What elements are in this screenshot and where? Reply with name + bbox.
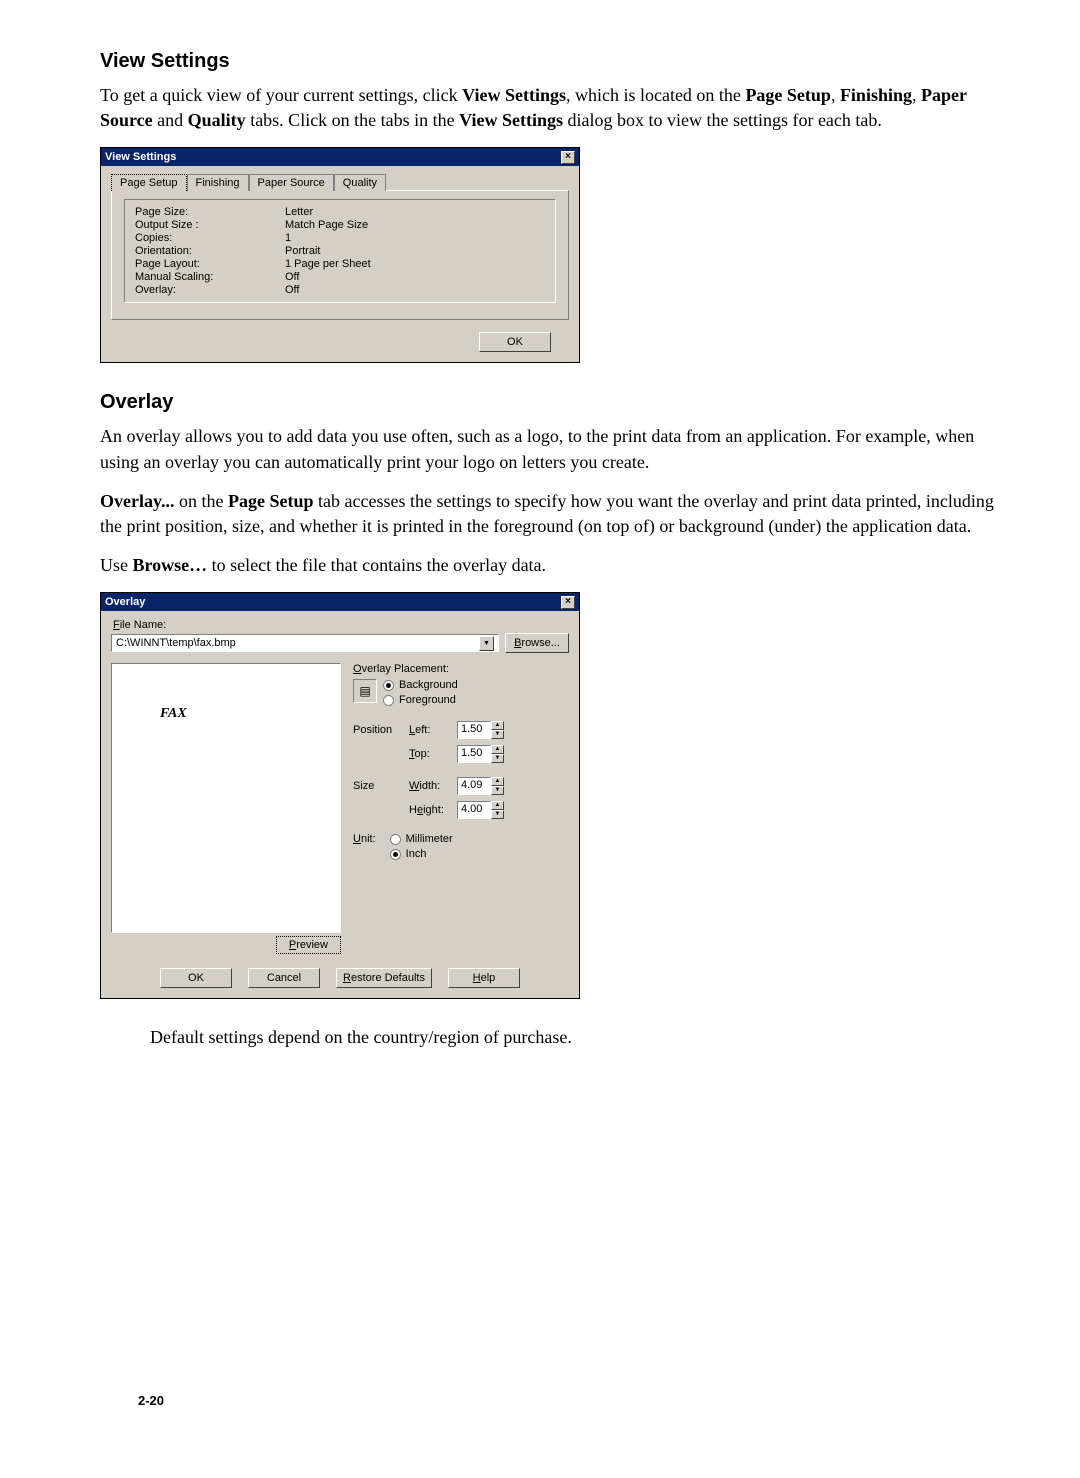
- file-name-field[interactable]: C:\WINNT\temp\fax.bmp: [111, 634, 499, 652]
- page-number: 2-20: [138, 1393, 164, 1408]
- radio-foreground[interactable]: Foreground: [383, 694, 458, 706]
- radio-icon: [390, 849, 401, 860]
- ok-button[interactable]: OK: [479, 332, 551, 352]
- file-path-text: C:\WINNT\temp\fax.bmp: [116, 637, 236, 649]
- tab-page-setup[interactable]: Page Setup: [111, 174, 187, 191]
- left-value: 1.50: [457, 721, 491, 739]
- radio-label: Millimeter: [406, 833, 453, 845]
- settings-grid: Page Size:Letter Output Size :Match Page…: [135, 206, 545, 296]
- dropdown-arrow-icon[interactable]: [479, 636, 494, 651]
- setting-value: Off: [285, 271, 545, 283]
- setting-label: Manual Scaling:: [135, 271, 285, 283]
- footnote-text: Default settings depend on the country/r…: [150, 1027, 1000, 1048]
- close-icon[interactable]: ×: [561, 596, 575, 609]
- unit-label: Unit:: [353, 833, 376, 845]
- overlay-para2: Overlay... on the Page Setup tab accesse…: [100, 489, 1000, 539]
- tab-paper-source[interactable]: Paper Source: [249, 174, 334, 191]
- view-settings-dialog: View Settings × Page Setup Finishing Pap…: [100, 147, 580, 363]
- spin-up-icon[interactable]: ▲: [491, 745, 504, 754]
- ok-button[interactable]: OK: [160, 968, 232, 988]
- radio-icon: [383, 695, 394, 706]
- dialog-titlebar: View Settings ×: [101, 148, 579, 166]
- height-value: 4.00: [457, 801, 491, 819]
- radio-label: Inch: [406, 848, 427, 860]
- setting-label: Copies:: [135, 232, 285, 244]
- preview-fax-text: FAX: [160, 706, 187, 722]
- tabs-row: Page Setup Finishing Paper Source Qualit…: [111, 174, 569, 191]
- setting-value: Portrait: [285, 245, 545, 257]
- tab-finishing[interactable]: Finishing: [187, 174, 249, 191]
- restore-defaults-button[interactable]: Restore Defaults: [336, 968, 432, 988]
- top-value: 1.50: [457, 745, 491, 763]
- dialog-title: Overlay: [105, 596, 145, 608]
- width-value: 4.09: [457, 777, 491, 795]
- setting-label: Output Size :: [135, 219, 285, 231]
- position-label: Position: [353, 724, 409, 736]
- spin-up-icon[interactable]: ▲: [491, 801, 504, 810]
- cancel-button[interactable]: Cancel: [248, 968, 320, 988]
- width-label: Width:: [409, 780, 457, 792]
- radio-label: Background: [399, 679, 458, 691]
- setting-label: Orientation:: [135, 245, 285, 257]
- setting-value: 1 Page per Sheet: [285, 258, 545, 270]
- radio-icon: [383, 680, 394, 691]
- radio-label: Foreground: [399, 694, 456, 706]
- left-spinner[interactable]: 1.50 ▲▼: [457, 721, 509, 739]
- height-label: Height:: [409, 804, 457, 816]
- close-icon[interactable]: ×: [561, 151, 575, 164]
- spin-down-icon[interactable]: ▼: [491, 754, 504, 763]
- radio-icon: [390, 834, 401, 845]
- top-spinner[interactable]: 1.50 ▲▼: [457, 745, 509, 763]
- dialog-titlebar: Overlay ×: [101, 593, 579, 611]
- overlay-heading: Overlay: [100, 391, 1000, 414]
- setting-value: Letter: [285, 206, 545, 218]
- tab-quality[interactable]: Quality: [334, 174, 386, 191]
- file-name-label: File Name:: [113, 619, 569, 631]
- setting-value: Off: [285, 284, 545, 296]
- spin-down-icon[interactable]: ▼: [491, 730, 504, 739]
- browse-button[interactable]: Browse...: [505, 633, 569, 653]
- height-spinner[interactable]: 4.00 ▲▼: [457, 801, 509, 819]
- spin-down-icon[interactable]: ▼: [491, 810, 504, 819]
- overlay-dialog: Overlay × File Name: C:\WINNT\temp\fax.b…: [100, 592, 580, 999]
- setting-label: Page Layout:: [135, 258, 285, 270]
- radio-inch[interactable]: Inch: [390, 848, 453, 860]
- setting-label: Overlay:: [135, 284, 285, 296]
- left-label: Left:: [409, 724, 457, 736]
- placement-icon: ▤: [353, 679, 377, 703]
- help-button[interactable]: Help: [448, 968, 520, 988]
- placement-label: Overlay Placement:: [353, 663, 569, 675]
- setting-value: 1: [285, 232, 545, 244]
- preview-button[interactable]: Preview: [276, 936, 341, 954]
- overlay-para3: Use Browse… to select the file that cont…: [100, 553, 1000, 578]
- setting-value: Match Page Size: [285, 219, 545, 231]
- size-label: Size: [353, 780, 409, 792]
- spin-up-icon[interactable]: ▲: [491, 777, 504, 786]
- spin-down-icon[interactable]: ▼: [491, 786, 504, 795]
- radio-background[interactable]: Background: [383, 679, 458, 691]
- width-spinner[interactable]: 4.09 ▲▼: [457, 777, 509, 795]
- radio-millimeter[interactable]: Millimeter: [390, 833, 453, 845]
- view-settings-paragraph: To get a quick view of your current sett…: [100, 83, 1000, 133]
- view-settings-heading: View Settings: [100, 50, 1000, 73]
- spin-up-icon[interactable]: ▲: [491, 721, 504, 730]
- preview-box: FAX: [111, 663, 341, 933]
- top-label: Top:: [409, 748, 457, 760]
- setting-label: Page Size:: [135, 206, 285, 218]
- overlay-para1: An overlay allows you to add data you us…: [100, 424, 1000, 474]
- dialog-title: View Settings: [105, 151, 176, 163]
